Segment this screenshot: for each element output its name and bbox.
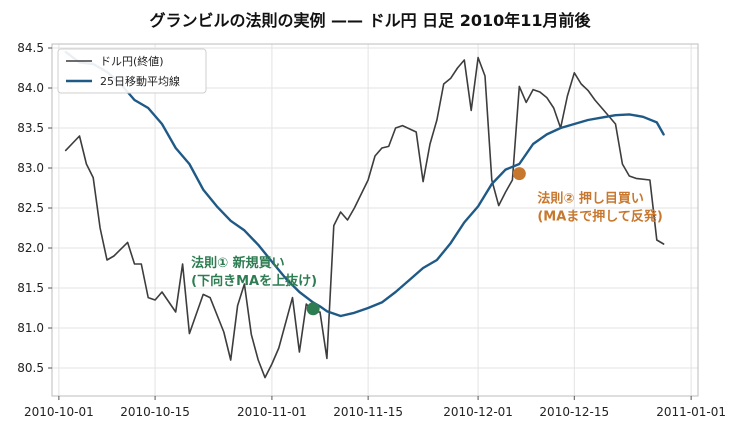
x-tick-label: 2010-12-01 xyxy=(443,405,513,419)
legend-label-close: ドル円(終値) xyxy=(100,54,164,68)
y-tick-label: 83.0 xyxy=(17,161,44,175)
y-tick-label: 84.0 xyxy=(17,81,44,95)
x-tick-label: 2010-10-01 xyxy=(24,405,94,419)
y-tick-label: 80.5 xyxy=(17,361,44,375)
axes: 2010-10-01 2010-10-15 2010-11-01 2010-11-15… xyxy=(17,41,726,419)
x-tick-label: 2010-11-15 xyxy=(333,405,403,419)
y-tick-label: 81.0 xyxy=(17,321,44,335)
grid xyxy=(52,44,698,396)
annotation-marker xyxy=(306,302,320,316)
y-tick-label: 81.5 xyxy=(17,281,44,295)
annotation-sublabel: (下向きMAを上抜け) xyxy=(191,273,317,289)
annotation-sublabel: (MAまで押して反発) xyxy=(537,209,663,225)
series-line-ma xyxy=(64,50,665,318)
annotations: 法則① 新規買い (下向きMAを上抜け) 法則② 押し目買い (MAまで押して反発) xyxy=(191,167,663,316)
x-tick-label: 2010-12-15 xyxy=(539,405,609,419)
series-line-close xyxy=(64,56,665,379)
x-tick-label: 2010-11-01 xyxy=(237,405,307,419)
chart-title: グランビルの法則の実例 —— ドル円 日足 2010年11月前後 xyxy=(149,11,591,30)
annotation-marker xyxy=(512,167,526,181)
y-tick-label: 84.5 xyxy=(17,41,44,55)
y-tick-label: 82.0 xyxy=(17,241,44,255)
plot-frame xyxy=(51,43,699,397)
legend-label-ma: 25日移動平均線 xyxy=(100,74,180,88)
x-tick-label: 2011-01-01 xyxy=(656,405,726,419)
annotation-label: 法則② 押し目買い xyxy=(537,191,644,207)
legend-box xyxy=(57,48,207,94)
x-tick-label: 2010-10-15 xyxy=(120,405,190,419)
annotation-label: 法則① 新規買い xyxy=(191,255,285,271)
y-tick-label: 82.5 xyxy=(17,201,44,215)
y-tick-label: 83.5 xyxy=(17,121,44,135)
series xyxy=(64,50,665,379)
legend: ドル円(終値) 25日移動平均線 xyxy=(57,48,207,94)
